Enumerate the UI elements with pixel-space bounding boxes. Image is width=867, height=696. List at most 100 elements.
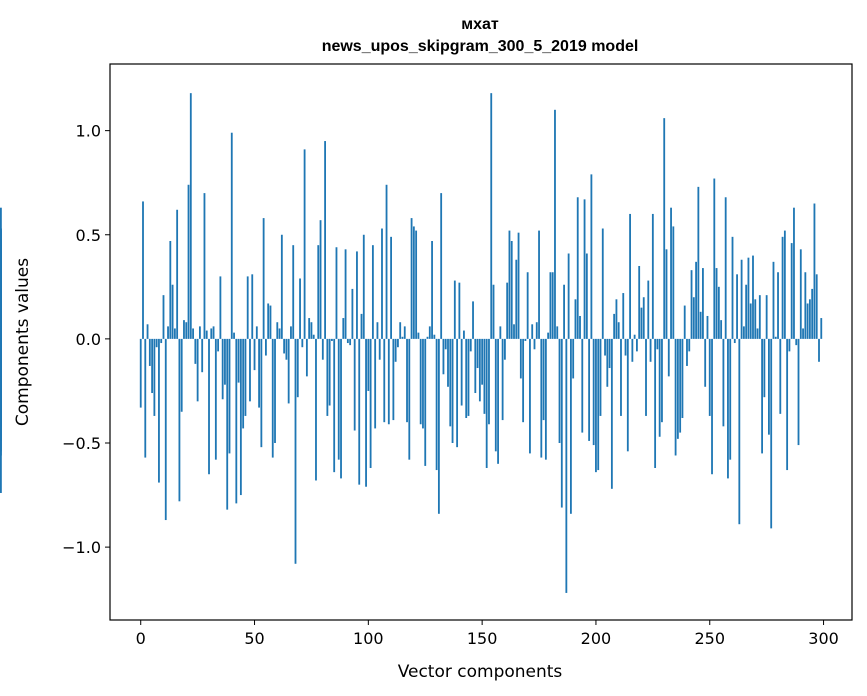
bar (524, 338, 527, 341)
bar (292, 245, 295, 339)
bar (686, 338, 688, 366)
bar (579, 315, 581, 339)
bar (219, 276, 222, 339)
bar (378, 338, 381, 360)
bar (162, 295, 165, 339)
bar (189, 93, 192, 339)
bar (251, 274, 254, 339)
bar (544, 338, 547, 460)
bar (781, 236, 784, 339)
bar (731, 236, 734, 339)
bar (401, 336, 404, 339)
bar (702, 268, 704, 339)
bar (615, 299, 618, 339)
bar (337, 338, 340, 460)
bar (242, 338, 245, 429)
bar (315, 338, 317, 481)
bar (0, 245, 2, 339)
bar (340, 338, 342, 479)
bar (399, 322, 402, 339)
bar (513, 324, 515, 339)
bar (713, 178, 716, 339)
bar (531, 324, 534, 339)
y-axis-label: Components values (13, 258, 33, 426)
x-tick-label: 250 (694, 629, 725, 648)
bar (410, 218, 413, 339)
bar (763, 338, 766, 398)
bar (497, 338, 499, 464)
bar (745, 284, 748, 339)
bar (440, 193, 443, 339)
bar (249, 338, 251, 402)
bar (346, 338, 349, 344)
bar (387, 338, 390, 425)
bar (679, 338, 682, 433)
bar (599, 338, 602, 416)
bar (649, 338, 652, 362)
bar (0, 338, 2, 352)
bar (786, 338, 789, 471)
bar (667, 338, 670, 377)
bar (212, 326, 215, 339)
bar (560, 338, 563, 508)
bar (267, 303, 270, 339)
bar (506, 282, 509, 339)
bar (772, 261, 775, 339)
bar (449, 338, 452, 427)
bar (469, 338, 472, 352)
bar (187, 184, 190, 339)
x-tick-label: 0 (136, 629, 146, 648)
bar (365, 338, 367, 487)
bar (0, 338, 2, 377)
bar (779, 338, 782, 414)
bar (226, 338, 229, 510)
bar (665, 249, 668, 339)
bar (426, 336, 429, 339)
bar (752, 255, 754, 339)
bar (246, 276, 249, 339)
bar (522, 338, 525, 423)
bar (0, 328, 2, 339)
bar (813, 203, 816, 339)
bar (239, 338, 242, 496)
x-tick-label: 50 (244, 629, 264, 648)
bar (208, 338, 210, 475)
bar (556, 326, 559, 339)
bar (305, 338, 308, 377)
bar (151, 338, 154, 394)
bar (663, 118, 666, 339)
x-tick-label: 300 (808, 629, 839, 648)
bar (517, 232, 520, 339)
bar (565, 338, 568, 593)
bar (704, 338, 707, 387)
bar (638, 265, 641, 339)
bar (529, 338, 531, 454)
chart-subtitle: news_upos_skipgram_300_5_2019 model (322, 38, 639, 55)
bar (453, 280, 456, 339)
bar (283, 338, 286, 354)
bar (201, 338, 204, 373)
x-tick-label: 200 (581, 629, 612, 648)
bar (467, 338, 470, 416)
bar (777, 272, 779, 339)
bar (672, 226, 675, 339)
bar (720, 320, 723, 339)
bar (173, 328, 176, 339)
bar (515, 259, 518, 339)
bar (768, 338, 770, 435)
y-tick-label: −0.5 (62, 434, 101, 453)
bar (692, 297, 695, 339)
bar (383, 338, 386, 423)
bar (351, 288, 354, 339)
bar (403, 326, 406, 339)
bar (394, 338, 397, 362)
bar (442, 338, 445, 375)
bar (180, 338, 183, 412)
bar (727, 338, 729, 479)
bar (490, 93, 493, 339)
bar (606, 338, 609, 387)
y-tick-label: 0.0 (76, 330, 101, 349)
bar (244, 338, 247, 416)
bar (0, 338, 2, 427)
